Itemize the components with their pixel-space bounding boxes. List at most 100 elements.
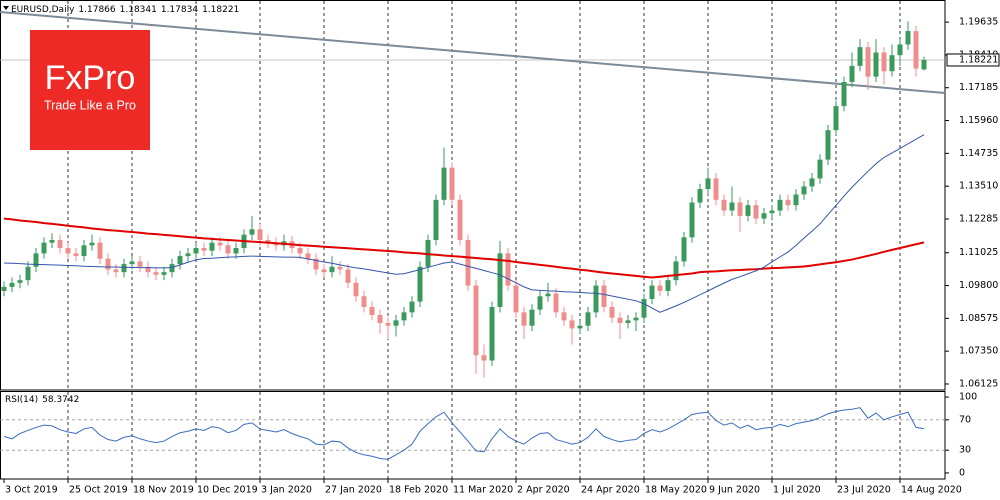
candle-body <box>17 280 23 283</box>
y-tick-label: 1.08575 <box>959 313 998 324</box>
candle-body <box>185 253 191 257</box>
x-tick-label: 25 Oct 2019 <box>69 485 128 496</box>
candle-body <box>81 245 87 257</box>
candle-body <box>761 213 767 219</box>
price-panel-frame <box>0 0 946 391</box>
y-tick-label: 1.17185 <box>959 82 998 93</box>
candle-body <box>705 178 711 190</box>
y-tick-label: 0 <box>959 467 965 478</box>
x-tick-label: 18 May 2020 <box>645 485 707 496</box>
y-tick-label: 1.13510 <box>959 181 998 192</box>
candle-body <box>793 194 799 206</box>
candle-body <box>881 52 887 72</box>
candle-body <box>305 253 311 259</box>
candle-body <box>609 306 615 318</box>
rsi-header: RSI(14) 58.3742 <box>5 395 79 405</box>
x-tick-label: 23 Jul 2020 <box>837 485 891 496</box>
menu-arrow <box>3 6 9 10</box>
y-tick-label: 30 <box>959 445 971 456</box>
x-tick-label: 18 Nov 2019 <box>133 485 194 496</box>
candle-body <box>481 355 487 361</box>
y-tick-label: 70 <box>959 414 971 425</box>
y-tick-label: 100 <box>959 392 977 403</box>
logo-box <box>30 30 150 150</box>
candle-body <box>873 52 879 77</box>
x-tick-label: 9 Jun 2020 <box>709 485 760 496</box>
candle-body <box>377 315 383 324</box>
y-tick-label: 1.09800 <box>959 280 998 291</box>
chart-header: EURUSD,Daily 1.17866 1.18341 1.17834 1.18221 <box>11 5 239 15</box>
candle-body <box>569 320 575 329</box>
candle-body <box>361 296 367 307</box>
candle-body <box>89 242 95 246</box>
candle-body <box>9 282 15 287</box>
rsi-panel-frame <box>0 391 946 480</box>
candle-body <box>329 266 335 273</box>
candle-body <box>449 167 455 200</box>
symbol-title: EURUSD,Daily <box>11 5 75 15</box>
x-tick-label: 18 Feb 2020 <box>389 485 448 496</box>
axes: 3 Oct 2019 25 Oct 2019 18 Nov 2019 10 Dec 2… <box>3 17 1000 496</box>
candle-body <box>537 296 543 310</box>
candle-body <box>697 189 703 203</box>
x-tick-label: 2 Apr 2020 <box>517 485 570 496</box>
candle-body <box>297 248 303 254</box>
candle-body <box>337 266 343 270</box>
candle-body <box>553 293 559 313</box>
high-value: 1.18341 <box>120 5 157 15</box>
candle-body <box>249 229 255 235</box>
current-price-label: 1.18221 <box>959 54 998 65</box>
candle-body <box>817 159 823 179</box>
candle-body <box>97 242 103 259</box>
candle-body <box>233 248 239 254</box>
candle-body <box>169 264 175 273</box>
candle-body <box>65 248 71 254</box>
candle-body <box>129 261 135 265</box>
candle-body <box>217 242 223 246</box>
plot <box>1 21 927 460</box>
candle-body <box>33 253 39 267</box>
indicator-line <box>3 217 925 279</box>
candle-body <box>209 242 215 251</box>
candle-body <box>73 253 79 257</box>
y-tick-label: 1.14735 <box>959 148 998 159</box>
candle-body <box>833 106 839 131</box>
candle-body <box>201 248 207 251</box>
candle-body <box>113 269 119 273</box>
candle-body <box>177 256 183 265</box>
rsi-title: RSI(14) <box>5 395 38 405</box>
candle-body <box>665 280 671 291</box>
candle-body <box>385 323 391 326</box>
candle-body <box>857 47 863 66</box>
candle-body <box>561 312 567 321</box>
x-tick-label: 3 Jan 2020 <box>261 485 312 496</box>
candle-body <box>257 229 263 240</box>
candle-body <box>633 317 639 321</box>
x-tick-label: 3 Oct 2019 <box>5 485 58 496</box>
y-tick-label: 1.19635 <box>959 17 998 28</box>
close-value: 1.18221 <box>202 5 239 15</box>
candle-body <box>137 261 143 267</box>
candle-body <box>417 266 423 302</box>
candle-body <box>473 285 479 356</box>
candle-body <box>601 285 607 307</box>
candle-body <box>513 285 519 313</box>
candle-body <box>657 285 663 291</box>
candle-body <box>121 264 127 273</box>
candle-body <box>841 81 847 107</box>
candle-body <box>673 261 679 281</box>
candle-body <box>441 167 447 200</box>
candle-body <box>465 240 471 286</box>
candle-body <box>785 199 791 206</box>
candle-body <box>193 248 199 254</box>
candle-body <box>865 47 871 77</box>
y-tick-label: 1.15960 <box>959 115 998 126</box>
current-price-box <box>946 53 1000 67</box>
candle-body <box>529 309 535 326</box>
candle-body <box>25 266 31 281</box>
candle-body <box>801 186 807 195</box>
candle-body <box>721 199 727 211</box>
candle-body <box>905 31 911 45</box>
